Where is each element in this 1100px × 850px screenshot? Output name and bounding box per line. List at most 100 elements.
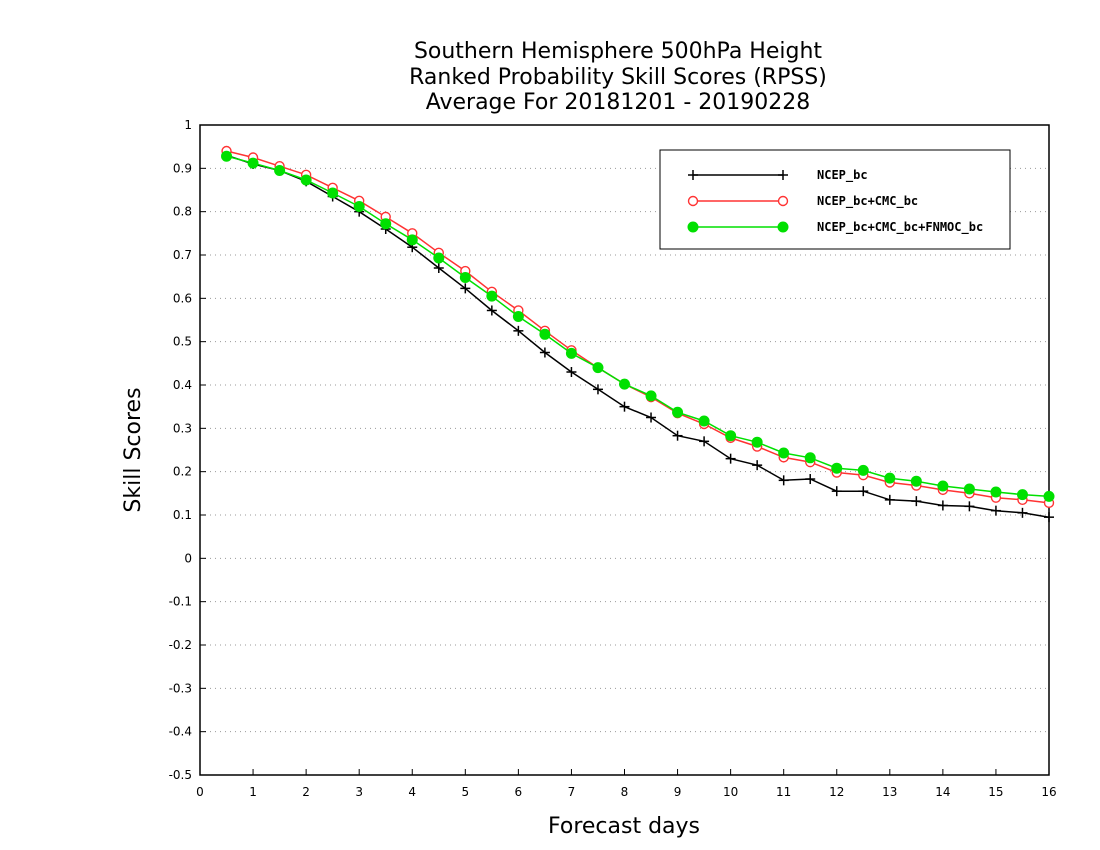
x-tick-label: 2 bbox=[302, 785, 310, 799]
data-point bbox=[646, 412, 657, 423]
y-tick-label: -0.5 bbox=[169, 768, 192, 782]
data-point bbox=[831, 486, 842, 497]
chart-title: Southern Hemisphere 500hPa Height Ranked… bbox=[409, 39, 827, 115]
data-point bbox=[725, 453, 736, 464]
data-point bbox=[460, 283, 471, 294]
y-tick-label: 0.3 bbox=[173, 421, 192, 435]
y-tick-label: 0.6 bbox=[173, 291, 192, 305]
data-point bbox=[858, 486, 869, 497]
data-point bbox=[672, 430, 683, 441]
data-point bbox=[857, 464, 869, 476]
data-point bbox=[221, 150, 233, 162]
data-point bbox=[725, 430, 737, 442]
y-tick-label: 0.7 bbox=[173, 248, 192, 262]
data-point bbox=[300, 174, 312, 186]
x-tick-label: 4 bbox=[408, 785, 416, 799]
data-point bbox=[990, 486, 1002, 498]
data-point bbox=[698, 415, 710, 427]
data-point bbox=[512, 311, 524, 323]
data-point bbox=[964, 501, 975, 512]
data-point bbox=[884, 494, 895, 505]
x-tick-label: 8 bbox=[621, 785, 629, 799]
data-point bbox=[486, 305, 497, 316]
data-point bbox=[513, 325, 524, 336]
x-tick-label: 10 bbox=[723, 785, 738, 799]
y-tick-label: 0.2 bbox=[173, 465, 192, 479]
grid bbox=[200, 167, 1049, 733]
x-tick-label: 1 bbox=[249, 785, 257, 799]
legend-marker bbox=[688, 170, 698, 180]
legend-marker bbox=[778, 170, 788, 180]
data-point bbox=[619, 378, 630, 390]
data-point bbox=[884, 472, 896, 484]
data-point bbox=[805, 474, 816, 485]
x-tick-label: 5 bbox=[461, 785, 469, 799]
data-point bbox=[247, 157, 259, 169]
data-point bbox=[804, 452, 816, 464]
data-point bbox=[486, 290, 498, 302]
data-point bbox=[406, 234, 418, 246]
x-tick-label: 16 bbox=[1041, 785, 1056, 799]
legend-label: NCEP_bc+CMC_bc+FNMOC_bc bbox=[817, 220, 983, 235]
data-point bbox=[1044, 512, 1054, 523]
data-point bbox=[990, 505, 1001, 516]
series-3 bbox=[221, 150, 1055, 502]
data-point bbox=[1016, 489, 1028, 501]
y-tick-label: -0.4 bbox=[169, 725, 192, 739]
y-tick-label: 0.4 bbox=[173, 378, 192, 392]
x-tick-label: 14 bbox=[935, 785, 950, 799]
data-point bbox=[752, 460, 763, 471]
chart-title-line-1: Southern Hemisphere 500hPa Height bbox=[414, 39, 822, 64]
legend-marker bbox=[777, 195, 789, 207]
x-tick-label: 3 bbox=[355, 785, 363, 799]
data-point bbox=[565, 347, 577, 359]
data-point bbox=[778, 475, 789, 486]
x-tick-label: 11 bbox=[776, 785, 791, 799]
data-point bbox=[831, 462, 843, 474]
series-layer bbox=[221, 145, 1055, 523]
data-point bbox=[672, 406, 684, 418]
data-point bbox=[910, 475, 922, 487]
data-point bbox=[699, 436, 710, 447]
y-tick-label: 0.5 bbox=[173, 335, 192, 349]
data-point bbox=[433, 252, 445, 264]
data-point bbox=[327, 187, 339, 199]
legend-entry: NCEP_bc+CMC_bc+FNMOC_bc bbox=[687, 220, 983, 235]
data-point bbox=[380, 218, 392, 230]
data-point bbox=[539, 347, 550, 358]
chart-title-line-2: Ranked Probability Skill Scores (RPSS) bbox=[409, 65, 827, 90]
x-tick-label: 12 bbox=[829, 785, 844, 799]
data-point bbox=[592, 384, 603, 395]
x-axis-title: Forecast days bbox=[548, 814, 700, 839]
data-point bbox=[433, 263, 444, 273]
legend-label: NCEP_bc+CMC_bc bbox=[817, 194, 918, 209]
chart-title-line-3: Average For 20181201 - 20190228 bbox=[426, 90, 811, 115]
data-point bbox=[539, 328, 551, 340]
data-point bbox=[937, 480, 949, 492]
data-point bbox=[1017, 507, 1028, 518]
x-tick-label: 13 bbox=[882, 785, 897, 799]
legend-box bbox=[659, 149, 1011, 250]
y-tick-label: 0.1 bbox=[173, 508, 192, 522]
y-tick-label: 0 bbox=[184, 551, 192, 565]
data-point bbox=[751, 436, 763, 448]
y-tick-label: 0.9 bbox=[173, 161, 192, 175]
y-tick-label: -0.1 bbox=[169, 595, 192, 609]
legend-marker bbox=[777, 221, 789, 233]
data-point bbox=[911, 496, 922, 507]
legend-marker bbox=[687, 195, 699, 207]
data-point bbox=[619, 401, 630, 412]
data-point bbox=[645, 390, 657, 402]
data-point bbox=[274, 165, 286, 176]
legend-entry: NCEP_bc bbox=[688, 168, 868, 183]
x-axis: 0 1 2 3 4 5 6 7 8 9 10 11 12 13 14 15 16 bbox=[196, 769, 1057, 799]
x-tick-label: 7 bbox=[568, 785, 576, 799]
x-tick-label: 15 bbox=[988, 785, 1003, 799]
x-tick-label: 0 bbox=[196, 785, 204, 799]
data-point bbox=[937, 500, 948, 511]
y-tick-label: 1 bbox=[184, 118, 192, 132]
data-point bbox=[566, 367, 577, 377]
y-axis-title: Skill Scores bbox=[121, 387, 146, 512]
data-point bbox=[459, 272, 471, 284]
